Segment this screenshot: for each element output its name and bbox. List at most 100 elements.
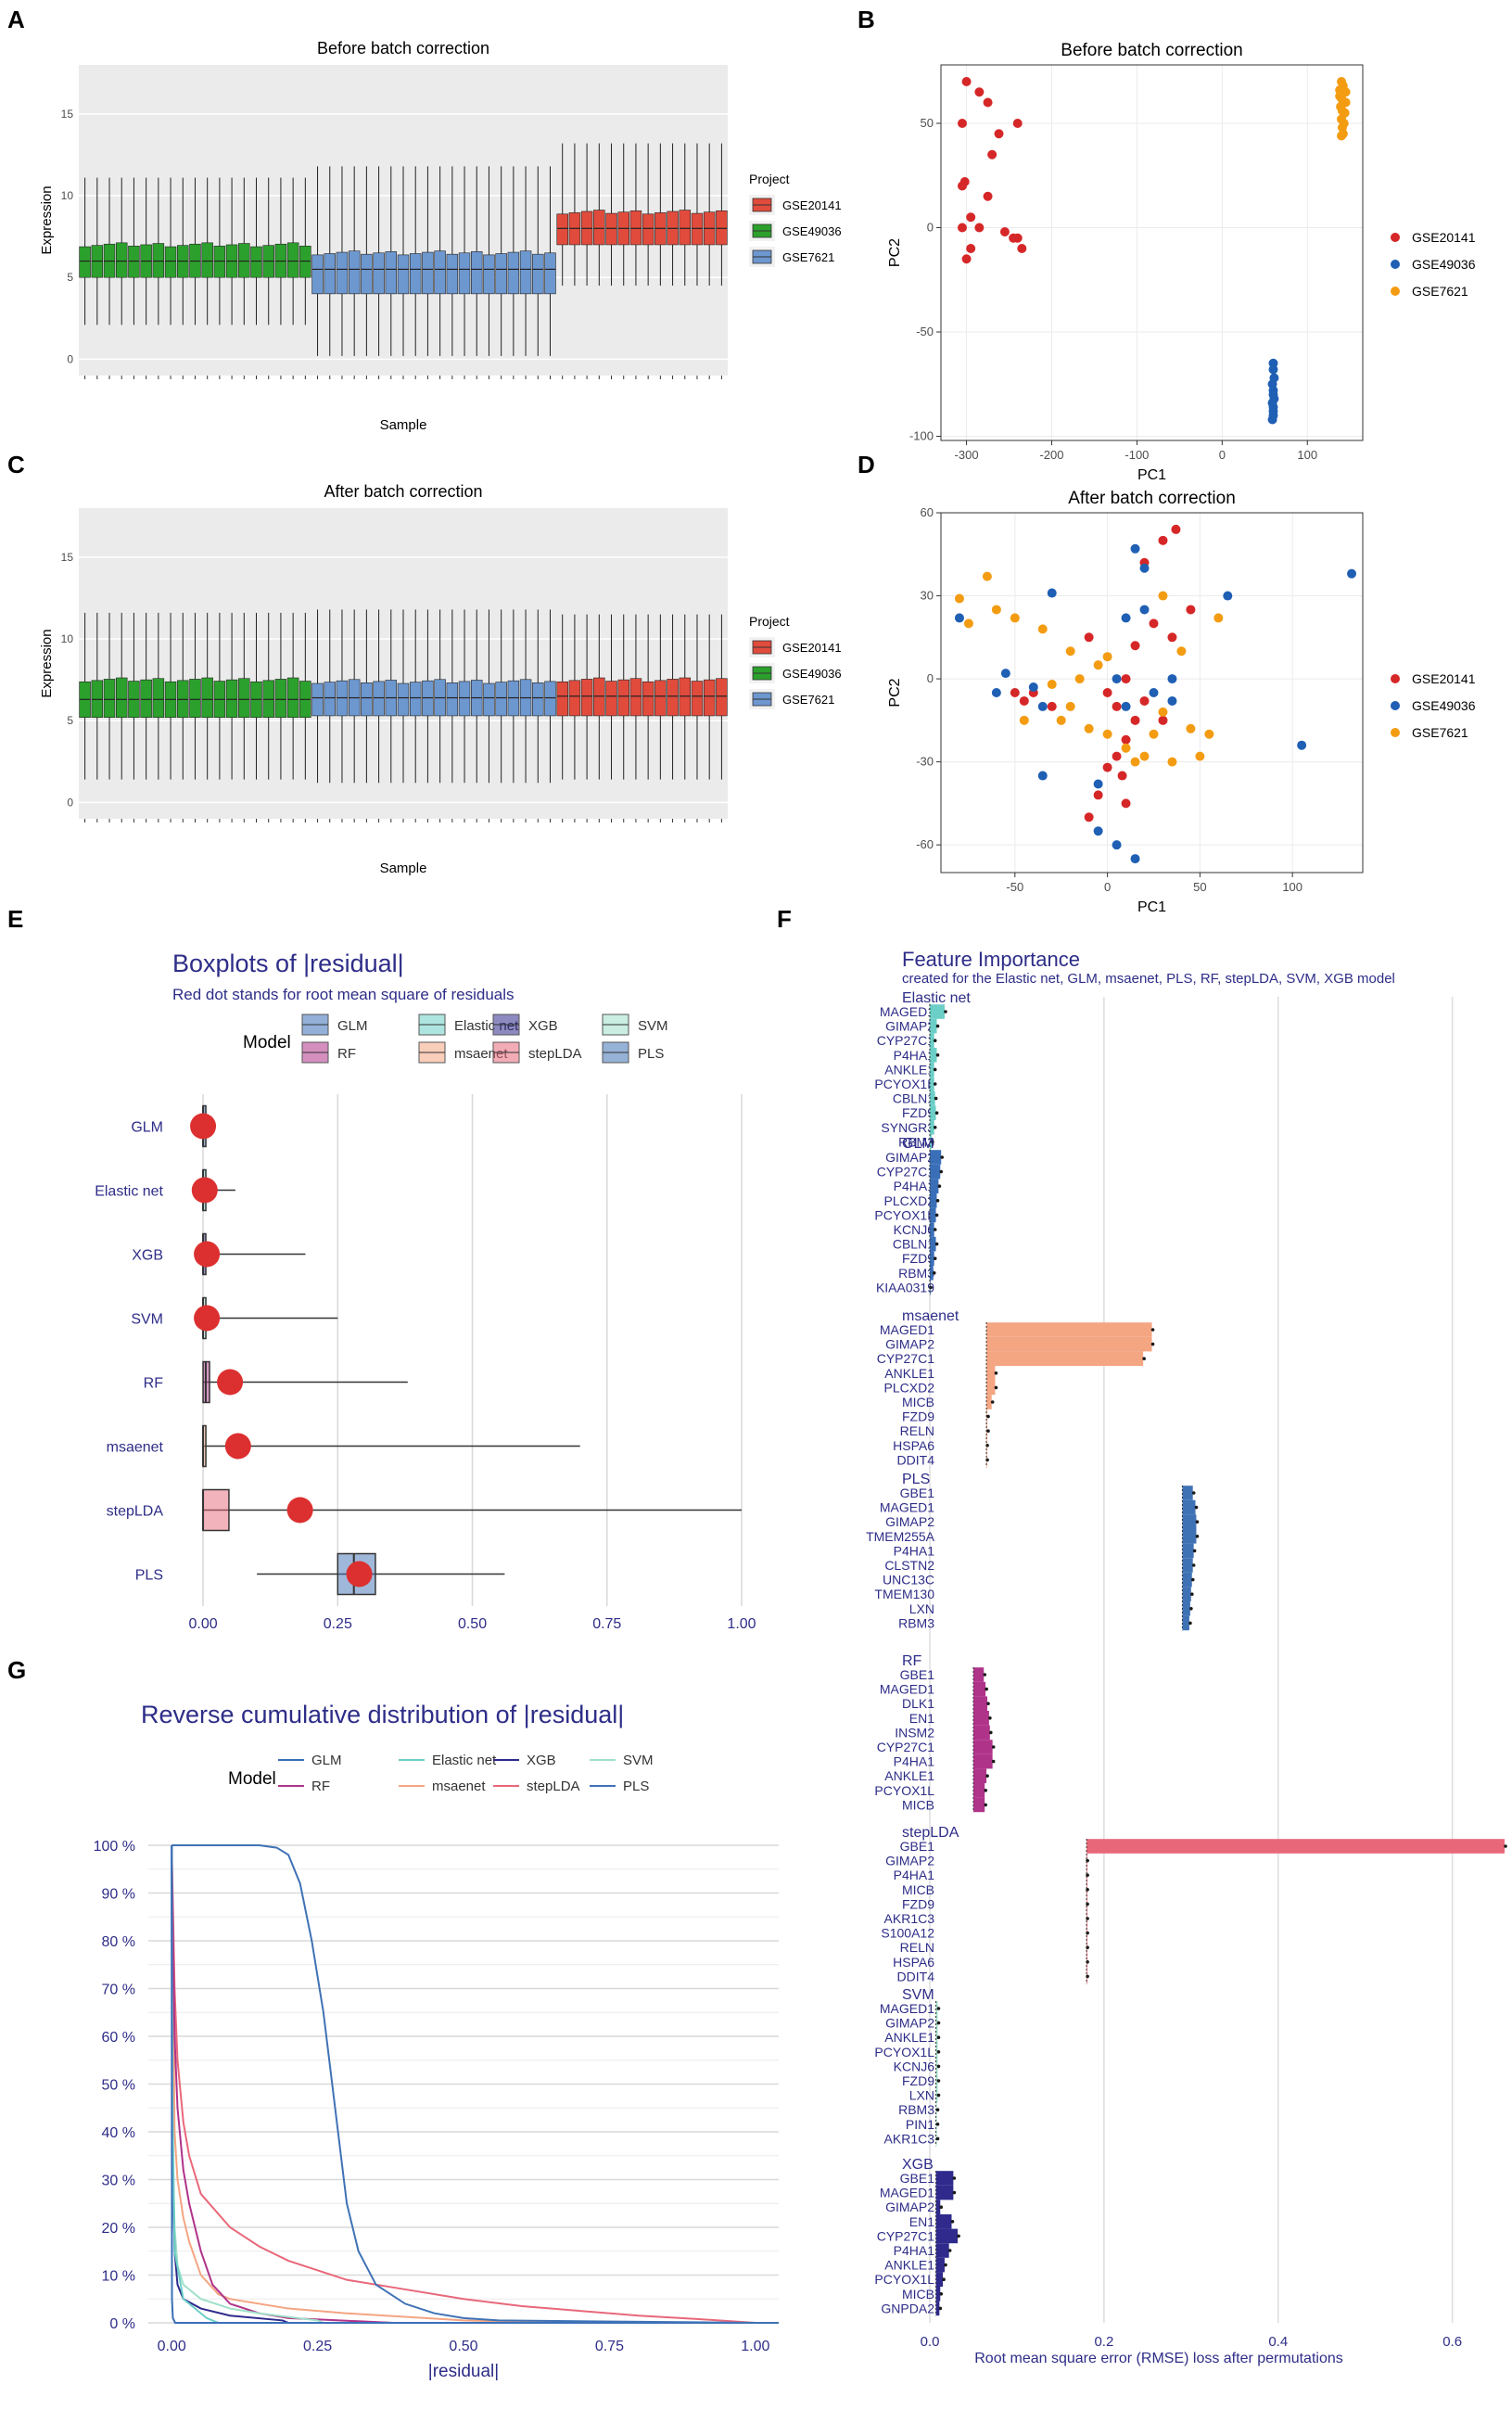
box-gse7621 [361,682,373,717]
importance-point [935,2136,940,2141]
y-tick-label: 90 % [102,1887,135,1903]
point-gse7621 [954,593,964,604]
plot-border [940,64,1364,441]
y-tick-label: 0 [927,221,934,235]
point-gse49036 [1093,779,1103,789]
feature-label: FZD9 [902,1105,934,1120]
x-tick-label: 0.6 [1442,2334,1462,2350]
importance-point [934,1213,939,1218]
feature-label: TMEM255A [866,1529,935,1544]
facet-title: PLS [902,1472,930,1487]
importance-point [1150,1342,1155,1346]
box-gse49036 [189,679,201,718]
importance-point [1504,1844,1507,1848]
plot-border [940,512,1364,873]
feature-label: CLSTN2 [884,1558,934,1573]
y-tick-label: 5 [67,271,73,284]
box-gse49036 [299,246,311,278]
importance-point [1142,1357,1146,1360]
box-gse7621 [373,681,385,717]
feature-label: UNC13C [883,1573,934,1588]
importance-bar [930,1222,934,1237]
point-gse49036 [1267,414,1277,425]
feature-label: KCNJ6 [894,1222,935,1237]
feature-label: GIMAP2 [885,1514,934,1529]
feature-label: GIMAP2 [885,1337,934,1352]
point-gse7621 [1340,97,1351,108]
point-gse20141 [983,191,993,201]
importance-point [940,1155,945,1159]
box-gse49036 [238,243,250,278]
box-gse49036 [201,242,213,278]
importance-point [985,1774,989,1778]
chart-title: After batch correction [1068,489,1236,508]
y-tick-label: 0 [67,352,73,365]
box-gse7621 [471,251,483,295]
x-tick-label: 100 [1282,880,1302,894]
point-gse20141 [959,177,970,186]
rmse-point-rf [217,1369,244,1396]
feature-label: MICB [902,1882,934,1897]
box-gse7621 [458,681,471,717]
point-gse20141 [1130,715,1140,725]
x-axis-title: |residual| [428,2362,499,2381]
box-gse20141 [617,679,629,717]
legend-label: SVM [623,1753,654,1768]
point-gse20141 [1010,688,1020,697]
importance-point [983,1673,987,1677]
box-gse7621 [397,682,410,717]
importance-bar [930,1207,936,1223]
importance-bar [930,1033,934,1048]
point-gse20141 [1012,119,1023,128]
box-gse20141 [691,212,704,246]
importance-point [933,1228,937,1231]
feature-label: MAGED1 [880,1322,934,1337]
box-steplda [202,1488,230,1532]
feature-label: MAGED1 [880,2186,934,2200]
importance-bar [930,1179,939,1193]
point-gse20141 [1139,695,1150,706]
feature-label: GIMAP2 [885,1150,934,1165]
importance-bar [986,1366,996,1381]
importance-point [936,2007,941,2010]
feature-label: ANKLE1 [884,1366,934,1381]
feature-label: ANKLE1 [884,2258,934,2273]
feature-label: P4HA1 [894,2243,935,2258]
feature-label: SYNGR3 [881,1120,934,1135]
importance-bar [935,2001,938,2016]
legend-label: GSE20141 [782,641,842,655]
y-tick-label: 15 [61,108,74,121]
feature-label: DDIT4 [897,1969,935,1983]
chart-title: Feature Importance [902,948,1080,971]
feature-label: RBM3 [898,1134,934,1149]
point-gse20141 [1019,695,1029,706]
chart-title: Reverse cumulative distribution of |resi… [141,1701,624,1728]
point-gse7621 [1056,715,1066,725]
importance-bar [1182,1558,1193,1573]
y-tick-label: RF [144,1376,164,1392]
point-gse7621 [1093,660,1103,670]
feature-label: RBM3 [898,1615,934,1630]
facet-title: XGB [902,2157,934,2173]
importance-point [939,2205,944,2209]
importance-point [991,1759,996,1764]
x-axis-title: Root mean square error (RMSE) loss after… [974,2351,1342,2366]
point-gse20141 [999,227,1010,236]
panel-label-B: B [858,6,875,33]
legend-label: PLS [623,1779,649,1794]
x-tick-label: -200 [1039,448,1063,462]
importance-point [986,1414,990,1419]
legend-label: XGB [528,1018,558,1034]
point-gse20141 [1158,535,1168,545]
importance-bar [930,1105,936,1120]
feature-label: PIN1 [906,2117,934,2132]
box-gse7621 [361,253,373,295]
legend-label: GSE49036 [782,224,842,238]
panel-label-F: F [777,905,792,933]
importance-point [1191,1563,1196,1567]
importance-bar [935,2272,944,2287]
box-gse7621 [544,681,556,717]
box-gse20141 [593,210,605,246]
y-tick-label: 0 [927,671,934,685]
box-gse7621 [336,251,349,295]
